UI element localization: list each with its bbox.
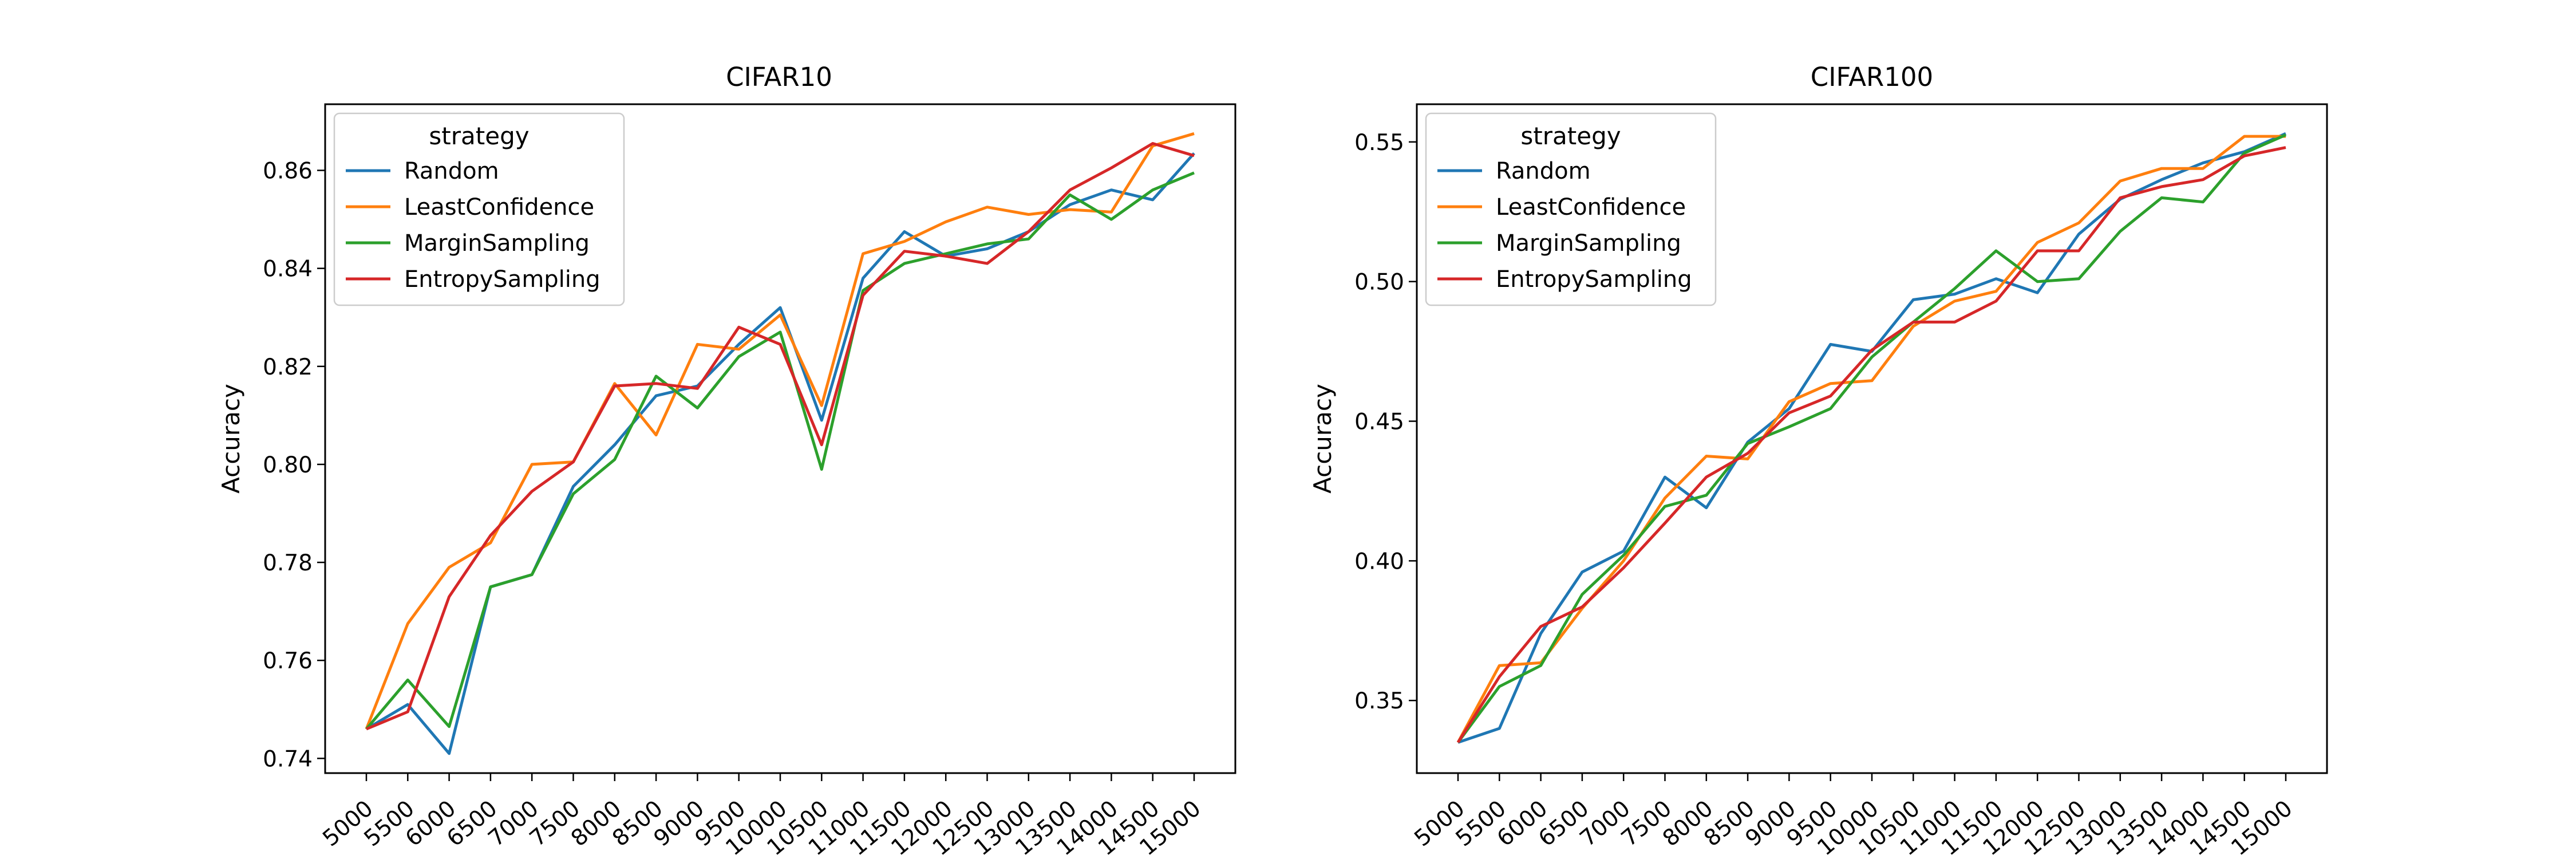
y-tick-label: 0.78 (263, 550, 313, 576)
series-line-margin-sampling (1456, 133, 2287, 743)
legend-entries: Random LeastConfidence MarginSampling Entro… (1437, 158, 1692, 293)
y-tick-label: 0.86 (263, 159, 313, 184)
legend-label-entropy-sampling: EntropySampling (404, 266, 600, 293)
legend-title: strategy (1520, 122, 1621, 150)
y-tick-label: 0.82 (263, 354, 313, 380)
legend-label-margin-sampling: MarginSampling (404, 230, 590, 257)
chart-marks (365, 132, 1195, 755)
legend[interactable]: strategy Random LeastConfidence MarginSamp… (333, 112, 625, 306)
chart-marks (1456, 132, 2287, 744)
y-axis-label: Accuracy (217, 384, 245, 494)
y-tick-label: 0.40 (1354, 549, 1404, 574)
chart-title: CIFAR10 (726, 62, 832, 92)
chart-title: CIFAR100 (1811, 62, 1933, 92)
legend-label-margin-sampling: MarginSampling (1496, 230, 1681, 257)
legend-box (1425, 112, 1717, 306)
series-line-entropy-sampling (366, 142, 1195, 731)
legend-title: strategy (429, 122, 529, 150)
legend-label-least-confidence: LeastConfidence (404, 194, 594, 220)
legend-label-random: Random (404, 158, 499, 184)
x-axis: 5000550060006500700075008000850090009500… (318, 773, 1206, 859)
legend-label-entropy-sampling: EntropySampling (1496, 266, 1692, 293)
y-tick-label: 0.84 (263, 257, 313, 282)
series-line-entropy-sampling (1456, 146, 2286, 743)
y-axis: 0.74 0.76 0.78 0.80 0.82 0.84 0.86 (263, 159, 325, 772)
legend[interactable]: strategy Random LeastConfidence MarginSamp… (1425, 112, 1717, 306)
chart-cifar10: CIFAR10 Accuracy 0.74 0.76 0.78 0.80 0.82 0.8… (217, 62, 1236, 859)
legend-entries: Random LeastConfidence MarginSampling Entro… (346, 158, 600, 293)
legend-label-random: Random (1496, 158, 1591, 184)
y-tick-label: 0.35 (1354, 688, 1404, 714)
y-axis: 0.35 0.40 0.45 0.50 0.55 (1354, 130, 1417, 714)
legend-label-least-confidence: LeastConfidence (1496, 194, 1686, 220)
y-tick-label: 0.74 (263, 746, 313, 772)
series-line-margin-sampling (365, 171, 1195, 730)
y-tick-label: 0.80 (263, 452, 313, 478)
y-tick-label: 0.50 (1354, 270, 1404, 295)
y-tick-label: 0.45 (1354, 409, 1404, 435)
y-tick-label: 0.76 (263, 648, 313, 674)
y-axis-label: Accuracy (1309, 384, 1337, 494)
y-tick-label: 0.55 (1354, 130, 1404, 156)
legend-box (333, 112, 625, 306)
